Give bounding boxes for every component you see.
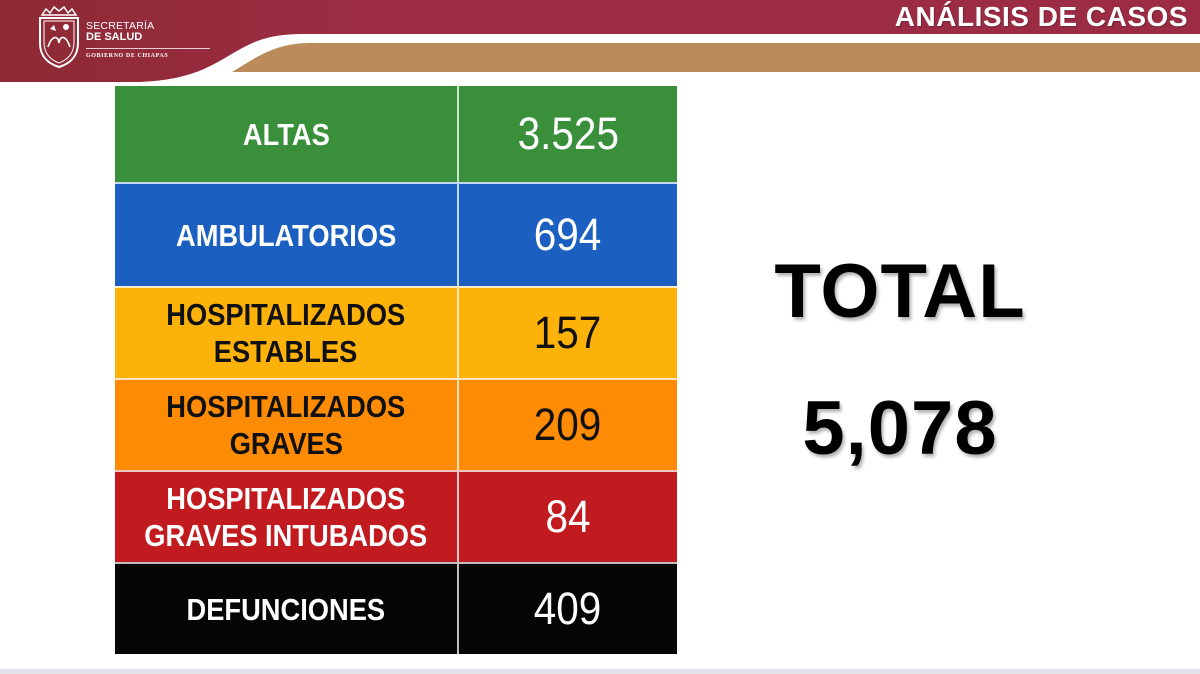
row-label-cell: HOSPITALIZADOS ESTABLES [115,288,459,378]
row-label-line2: GRAVES [229,426,343,461]
row-label-line1: HOSPITALIZADOS [166,481,406,516]
row-value-cell: 409 [459,564,677,654]
row-label-line2: ESTABLES [214,334,358,369]
table-row-hospitalizados-graves: HOSPITALIZADOS GRAVES 209 [115,378,677,470]
row-value-cell: 694 [459,184,677,286]
table-row-altas: ALTAS 3.525 [115,86,677,182]
header-banner: SECRETARÍA DE SALUD GOBIERNO DE CHIAPAS … [0,0,1200,90]
table-row-defunciones: DEFUNCIONES 409 [115,562,677,654]
header-wave-graphic [0,0,1200,82]
row-label-line1: HOSPITALIZADOS [166,389,406,424]
total-value: 5,078 [802,386,998,471]
row-value-cell: 3.525 [459,86,677,182]
secretaria-de-salud-logo: SECRETARÍA DE SALUD GOBIERNO DE CHIAPAS [36,5,210,70]
row-value: 694 [534,209,602,260]
logo-divider [86,48,210,49]
total-label: TOTAL [774,249,1026,334]
row-label-cell: DEFUNCIONES [115,564,459,654]
table-row-ambulatorios: AMBULATORIOS 694 [115,182,677,286]
row-value: 3.525 [517,108,619,159]
page-title: ANÁLISIS DE CASOS [894,1,1188,32]
row-value-cell: 209 [459,380,677,470]
row-value: 84 [545,491,591,542]
row-label-line2: GRAVES INTUBADOS [144,518,428,553]
row-label-cell: AMBULATORIOS [115,184,459,286]
row-value: 209 [534,399,602,450]
row-value: 157 [534,307,602,358]
row-label: ALTAS [242,116,330,152]
cases-table: ALTAS 3.525 AMBULATORIOS 694 HOSPITALIZA… [115,86,677,654]
row-label: AMBULATORIOS [175,217,397,253]
row-value-cell: 157 [459,288,677,378]
table-row-hospitalizados-estables: HOSPITALIZADOS ESTABLES 157 [115,286,677,378]
footer-bar [0,669,1200,674]
row-label: DEFUNCIONES [186,591,386,627]
row-value: 409 [534,583,602,634]
row-value-cell: 84 [459,472,677,562]
row-label-cell: HOSPITALIZADOS GRAVES [115,380,459,470]
logo-de-salud-text: DE SALUD [86,31,143,43]
logo-secretaria-text: SECRETARÍA [86,20,155,32]
row-label-cell: HOSPITALIZADOS GRAVES INTUBADOS [115,472,459,562]
row-label-line1: HOSPITALIZADOS [166,297,406,332]
state-crest-icon [39,5,79,69]
logo-gobierno-text: GOBIERNO DE CHIAPAS [86,53,169,59]
row-label-cell: ALTAS [115,86,459,182]
table-row-hospitalizados-graves-intubados: HOSPITALIZADOS GRAVES INTUBADOS 84 [115,470,677,562]
